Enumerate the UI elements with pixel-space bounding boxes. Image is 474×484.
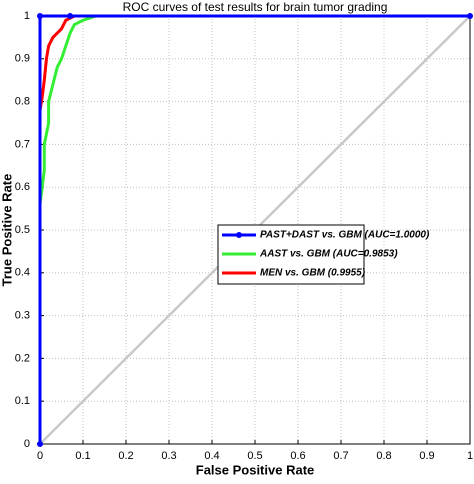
legend-marker [236,232,242,238]
roc-line [38,14,470,444]
y-tick-label: 0.6 [15,181,30,193]
y-tick-label: 0.7 [15,138,30,150]
x-tick-label: 0.6 [290,450,305,462]
y-tick-label: 0.5 [15,224,30,236]
x-tick-label: 0.2 [118,450,133,462]
roc-line [38,14,470,444]
y-tick-label: 0.4 [15,267,30,279]
x-tick-label: 0.3 [161,450,176,462]
point-marker [37,441,43,447]
x-tick-label: 0.4 [204,450,219,462]
y-axis-label: True Positive Rate [0,174,14,287]
legend-label: PAST+DAST vs. GBM (AUC=1.0000) [260,230,430,241]
y-tick-label: 0 [24,438,30,450]
chart-title: ROC curves of test results for brain tum… [123,0,388,14]
y-tick-label: 1 [24,10,30,22]
point-marker [67,13,74,19]
y-tick-label: 0.3 [15,310,30,322]
x-tick-label: 0 [37,450,43,462]
x-tick-label: 0.8 [376,450,391,462]
x-axis-label: False Positive Rate [196,462,315,477]
x-tick-label: 1 [467,450,473,462]
y-tick-label: 0.9 [15,53,30,65]
x-tick-label: 0.5 [247,450,262,462]
legend-label: AAST vs. GBM (AUC=0.9853) [259,249,398,260]
x-tick-label: 0.7 [333,450,348,462]
x-tick-label: 0.9 [419,450,434,462]
x-tick-label: 0.1 [75,450,90,462]
point-marker [467,13,473,19]
y-tick-label: 0.1 [15,395,30,407]
y-tick-label: 0.2 [15,352,30,364]
point-marker [37,13,43,19]
legend-label: MEN vs. GBM (0.9955) [260,268,366,279]
y-tick-label: 0.8 [15,96,30,108]
